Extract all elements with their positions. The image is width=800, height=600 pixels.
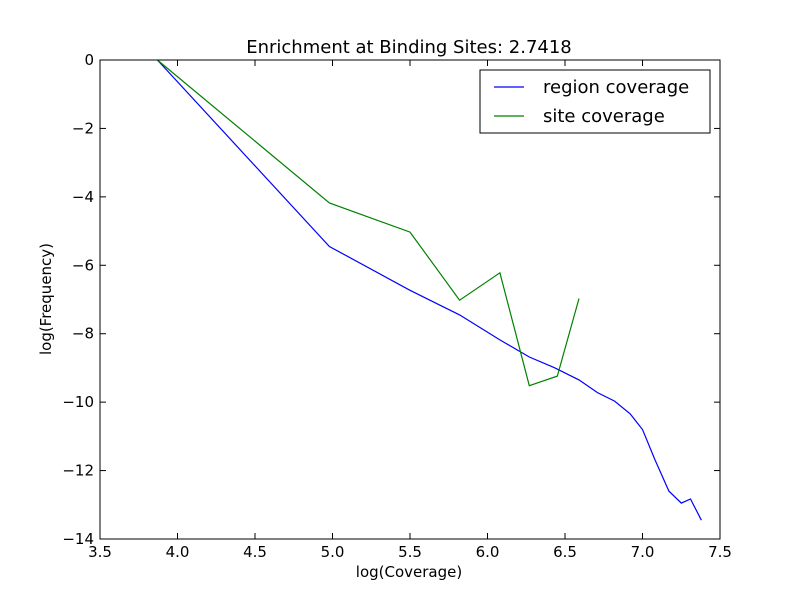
chart-title: Enrichment at Binding Sites: 2.7418 bbox=[246, 37, 572, 58]
y-axis-title: log(Frequency) bbox=[37, 243, 55, 355]
legend-label: site coverage bbox=[543, 106, 665, 127]
y-tick-label: −8 bbox=[72, 325, 94, 343]
ticks-layer: 3.5 4.0 4.5 5.0 5.5 6.0 6.5 7.0 7.5 0 −2 −4 −6 −8 −10 −… bbox=[62, 51, 732, 561]
x-tick-label: 5.5 bbox=[398, 543, 422, 561]
series-line-1 bbox=[156, 59, 702, 521]
y-tick-label: −4 bbox=[72, 188, 94, 206]
x-tick-label: 6.5 bbox=[553, 543, 577, 561]
legend: region coverage site coverage bbox=[479, 69, 711, 134]
y-tick-label: −10 bbox=[62, 393, 94, 411]
legend-box bbox=[479, 69, 711, 134]
y-tick-label: 0 bbox=[84, 51, 94, 69]
x-axis-title: log(Coverage) bbox=[356, 563, 462, 581]
x-tick-label: 4.0 bbox=[166, 543, 190, 561]
x-tick-label: 7.0 bbox=[631, 543, 655, 561]
x-tick-label: 4.5 bbox=[243, 543, 267, 561]
x-tick-label: 3.5 bbox=[88, 543, 112, 561]
x-tick-label: 7.5 bbox=[708, 543, 732, 561]
y-tick-label: −12 bbox=[62, 462, 94, 480]
y-tick-label: −2 bbox=[72, 119, 94, 137]
series-line-2 bbox=[157, 59, 580, 387]
legend-label: region coverage bbox=[543, 77, 689, 98]
x-tick-label: 5.0 bbox=[321, 543, 345, 561]
y-tick-label: −6 bbox=[72, 256, 94, 274]
series-layer bbox=[156, 59, 702, 521]
y-tick-label: −14 bbox=[62, 530, 94, 548]
x-tick-label: 6.0 bbox=[476, 543, 500, 561]
